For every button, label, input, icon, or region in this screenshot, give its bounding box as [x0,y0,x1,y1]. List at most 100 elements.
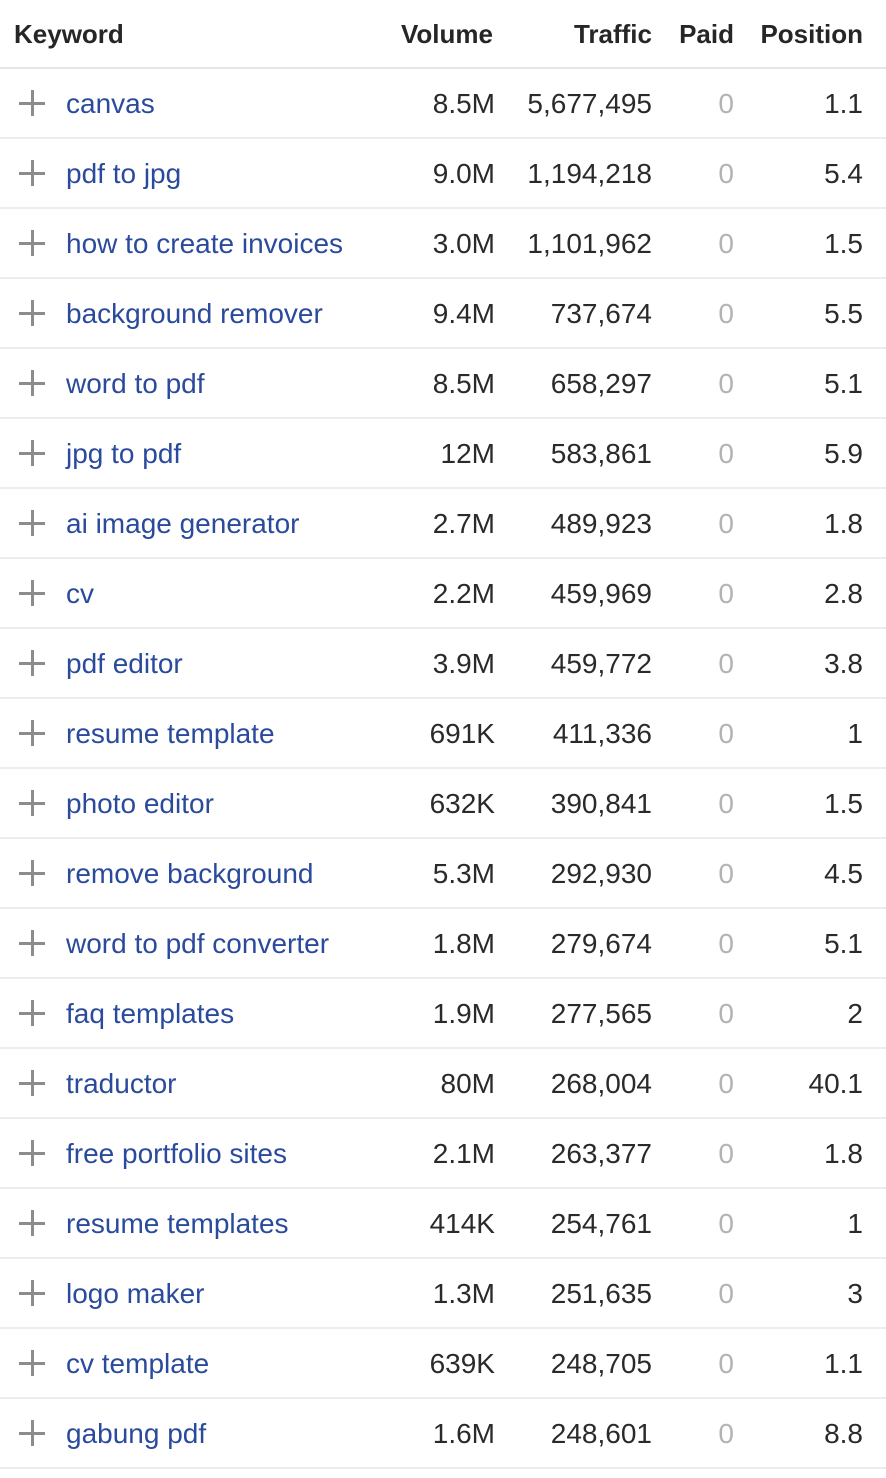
paid-cell: 0 [718,718,734,749]
plus-icon[interactable] [18,1069,46,1097]
keyword-link[interactable]: remove background [66,858,314,889]
traffic-cell: 248,601 [550,1418,652,1449]
position-cell: 1 [847,1208,863,1239]
keyword-link[interactable]: ai image generator [66,508,300,539]
position-cell: 1 [847,718,863,749]
traffic-cell: 658,297 [550,368,652,399]
paid-cell: 0 [718,158,734,189]
paid-cell: 0 [718,438,734,469]
table-row: jpg to pdf 12M 583,861 0 5.9 [0,419,886,489]
table-row: logo maker 1.3M 251,635 0 3 [0,1259,886,1329]
position-cell: 5.4 [824,158,863,189]
plus-icon[interactable] [18,999,46,1027]
paid-cell: 0 [718,1208,734,1239]
paid-cell: 0 [718,1348,734,1379]
keyword-link[interactable]: traductor [66,1068,177,1099]
keyword-link[interactable]: resume template [66,718,275,749]
paid-cell: 0 [718,858,734,889]
volume-cell: 80M [440,1068,495,1099]
position-cell: 5.5 [824,298,863,329]
column-header-traffic[interactable]: Traffic [573,19,652,49]
table-body: canvas 8.5M 5,677,495 0 1.1 pdf to jpg 9.0M 1,1… [0,69,886,1469]
plus-icon[interactable] [18,1139,46,1167]
plus-icon[interactable] [18,789,46,817]
paid-cell: 0 [718,368,734,399]
keyword-link[interactable]: word to pdf converter [66,928,330,959]
keyword-link[interactable]: jpg to pdf [66,438,182,469]
position-cell: 1.8 [824,1138,863,1169]
position-cell: 1.5 [824,788,863,819]
paid-cell: 0 [718,1068,734,1099]
plus-icon[interactable] [18,649,46,677]
plus-icon[interactable] [18,229,46,257]
column-header-paid[interactable]: Paid [679,19,734,49]
traffic-cell: 1,101,962 [527,228,652,259]
volume-cell: 1.3M [432,1278,495,1309]
keyword-link[interactable]: logo maker [66,1278,205,1309]
volume-cell: 8.5M [432,368,495,399]
column-header-volume[interactable]: Volume [401,19,493,49]
keyword-link[interactable]: background remover [66,298,323,329]
table-row: cv 2.2M 459,969 0 2.8 [0,559,886,629]
volume-cell: 3.0M [432,228,495,259]
plus-icon[interactable] [18,1279,46,1307]
volume-cell: 9.0M [432,158,495,189]
traffic-cell: 390,841 [550,788,652,819]
keyword-link[interactable]: cv template [66,1348,210,1379]
plus-icon[interactable] [18,719,46,747]
position-cell: 4.5 [824,858,863,889]
volume-cell: 639K [429,1348,495,1379]
plus-icon[interactable] [18,509,46,537]
plus-icon[interactable] [18,579,46,607]
position-cell: 1.5 [824,228,863,259]
paid-cell: 0 [718,1418,734,1449]
table-row: resume templates 414K 254,761 0 1 [0,1189,886,1259]
traffic-cell: 5,677,495 [527,88,652,119]
keyword-link[interactable]: cv [66,578,94,609]
paid-cell: 0 [718,578,734,609]
plus-icon[interactable] [18,299,46,327]
position-cell: 5.1 [824,368,863,399]
traffic-cell: 279,674 [550,928,652,959]
volume-cell: 8.5M [432,88,495,119]
table-row: photo editor 632K 390,841 0 1.5 [0,769,886,839]
keyword-link[interactable]: how to create invoices [66,228,344,259]
volume-cell: 2.1M [432,1138,495,1169]
column-header-keyword[interactable]: Keyword [14,19,124,49]
position-cell: 40.1 [808,1068,864,1099]
volume-cell: 1.9M [432,998,495,1029]
keyword-link[interactable]: word to pdf [66,368,205,399]
plus-icon[interactable] [18,859,46,887]
keyword-link[interactable]: faq templates [66,998,235,1029]
keyword-link[interactable]: free portfolio sites [66,1138,287,1169]
keyword-link[interactable]: resume templates [66,1208,289,1239]
table-row: word to pdf converter 1.8M 279,674 0 5.1 [0,909,886,979]
plus-icon[interactable] [18,89,46,117]
paid-cell: 0 [718,998,734,1029]
plus-icon[interactable] [18,1209,46,1237]
plus-icon[interactable] [18,439,46,467]
plus-icon[interactable] [18,929,46,957]
traffic-cell: 277,565 [550,998,652,1029]
plus-icon[interactable] [18,159,46,187]
position-cell: 3.8 [824,648,863,679]
keyword-link[interactable]: pdf editor [66,648,183,679]
table-row: how to create invoices 3.0M 1,101,962 0 1.5 [0,209,886,279]
keyword-link[interactable]: photo editor [66,788,214,819]
traffic-cell: 254,761 [550,1208,652,1239]
paid-cell: 0 [718,508,734,539]
keyword-link[interactable]: gabung pdf [66,1418,207,1449]
keyword-link[interactable]: canvas [66,88,155,119]
position-cell: 5.9 [824,438,863,469]
plus-icon[interactable] [18,369,46,397]
plus-icon[interactable] [18,1349,46,1377]
traffic-cell: 251,635 [550,1278,652,1309]
column-header-position[interactable]: Position [760,19,863,49]
volume-cell: 2.7M [432,508,495,539]
position-cell: 1.1 [824,1348,863,1379]
table-row: ai image generator 2.7M 489,923 0 1.8 [0,489,886,559]
traffic-cell: 1,194,218 [527,158,652,189]
plus-icon[interactable] [18,1419,46,1447]
keyword-link[interactable]: pdf to jpg [66,158,182,189]
